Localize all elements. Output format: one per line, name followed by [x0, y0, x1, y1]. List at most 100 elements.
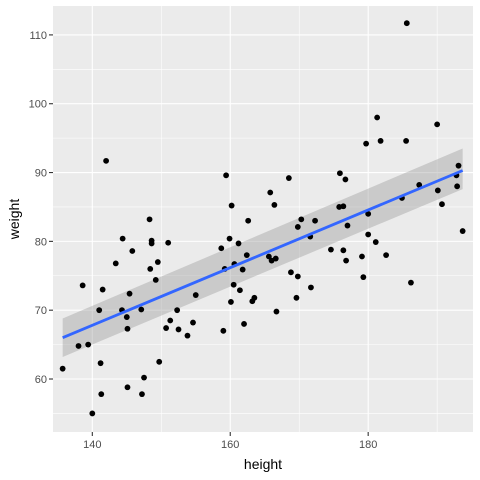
regression-line: [62, 169, 464, 340]
x-tick-label: 160: [221, 439, 239, 451]
data-point: [175, 326, 182, 333]
data-point: [403, 20, 410, 27]
data-point: [163, 325, 170, 331]
data-point: [119, 235, 126, 242]
data-point: [372, 239, 379, 245]
data-point: [228, 299, 234, 305]
x-tick-label: 180: [359, 439, 377, 451]
data-point: [294, 273, 301, 280]
data-point: [267, 189, 274, 196]
data-point: [228, 202, 235, 209]
data-point: [147, 265, 154, 272]
data-point: [97, 360, 104, 367]
data-point: [85, 341, 92, 348]
data-point: [336, 170, 343, 177]
data-point: [235, 240, 242, 247]
data-point: [344, 222, 351, 229]
data-point: [340, 203, 347, 210]
data-point: [124, 325, 131, 332]
data-point: [112, 260, 119, 267]
data-point: [251, 294, 258, 301]
data-point: [184, 332, 191, 339]
plot-panel: [53, 6, 473, 432]
data-point: [434, 187, 441, 194]
data-point: [408, 279, 414, 286]
data-point: [123, 314, 130, 320]
data-point: [293, 294, 300, 301]
y-axis-title: weight: [6, 199, 22, 241]
x-axis: 140 160 180: [83, 432, 377, 451]
data-point: [308, 284, 314, 291]
data-point: [265, 253, 272, 260]
data-point: [374, 114, 381, 121]
data-point: [245, 217, 252, 224]
data-point: [59, 365, 66, 372]
data-point: [360, 274, 367, 281]
y-axis: 60 70 80 90 100 110: [29, 30, 53, 386]
y-tick-label: 60: [35, 374, 47, 386]
data-point: [272, 255, 279, 262]
data-point: [190, 319, 196, 326]
data-point: [454, 183, 461, 190]
data-point: [218, 245, 225, 252]
data-point: [416, 182, 423, 188]
data-point: [139, 391, 145, 398]
x-axis-title: height: [244, 456, 282, 472]
data-point: [124, 384, 131, 391]
data-point: [288, 269, 294, 276]
data-point: [192, 292, 199, 298]
data-point: [273, 308, 280, 315]
data-point: [89, 410, 96, 417]
data-point: [165, 239, 172, 246]
data-point: [96, 307, 103, 314]
data-point: [340, 247, 347, 254]
data-point: [154, 259, 161, 265]
data-point: [294, 224, 301, 230]
data-point: [152, 277, 159, 283]
data-point: [298, 216, 305, 223]
data-point: [167, 317, 174, 324]
data-point: [98, 391, 105, 398]
data-point: [359, 253, 365, 260]
y-tick-label: 110: [29, 30, 47, 42]
data-point: [146, 216, 153, 223]
data-point: [271, 201, 278, 208]
y-tick-label: 90: [35, 168, 47, 180]
data-point: [236, 287, 243, 294]
grid-major: [53, 6, 473, 432]
data-point: [365, 210, 372, 217]
y-tick-label: 70: [35, 305, 47, 317]
data-point: [403, 137, 410, 144]
data-point: [459, 228, 466, 234]
data-point: [241, 321, 247, 327]
data-point: [174, 307, 181, 314]
data-point: [434, 121, 441, 128]
data-point: [156, 358, 163, 365]
data-point: [103, 157, 110, 164]
x-tick-label: 140: [83, 439, 101, 451]
data-point: [99, 286, 106, 293]
data-point: [383, 252, 390, 259]
data-point: [363, 140, 370, 147]
data-point: [75, 343, 82, 349]
data-point: [138, 306, 145, 313]
data-point: [239, 266, 246, 273]
data-point: [220, 327, 227, 334]
data-point: [455, 162, 462, 169]
data-point: [226, 235, 233, 242]
data-point: [312, 217, 318, 224]
data-point: [439, 201, 445, 208]
data-point: [285, 175, 292, 181]
data-point: [126, 290, 133, 297]
data-point: [141, 374, 147, 381]
data-point: [243, 252, 250, 259]
data-point: [342, 176, 349, 183]
data-point: [79, 282, 86, 289]
data-point: [129, 248, 136, 254]
data-point: [223, 172, 230, 179]
data-point: [343, 257, 350, 264]
data-point: [365, 231, 372, 238]
y-tick-label: 100: [29, 99, 47, 111]
data-point: [328, 246, 334, 253]
